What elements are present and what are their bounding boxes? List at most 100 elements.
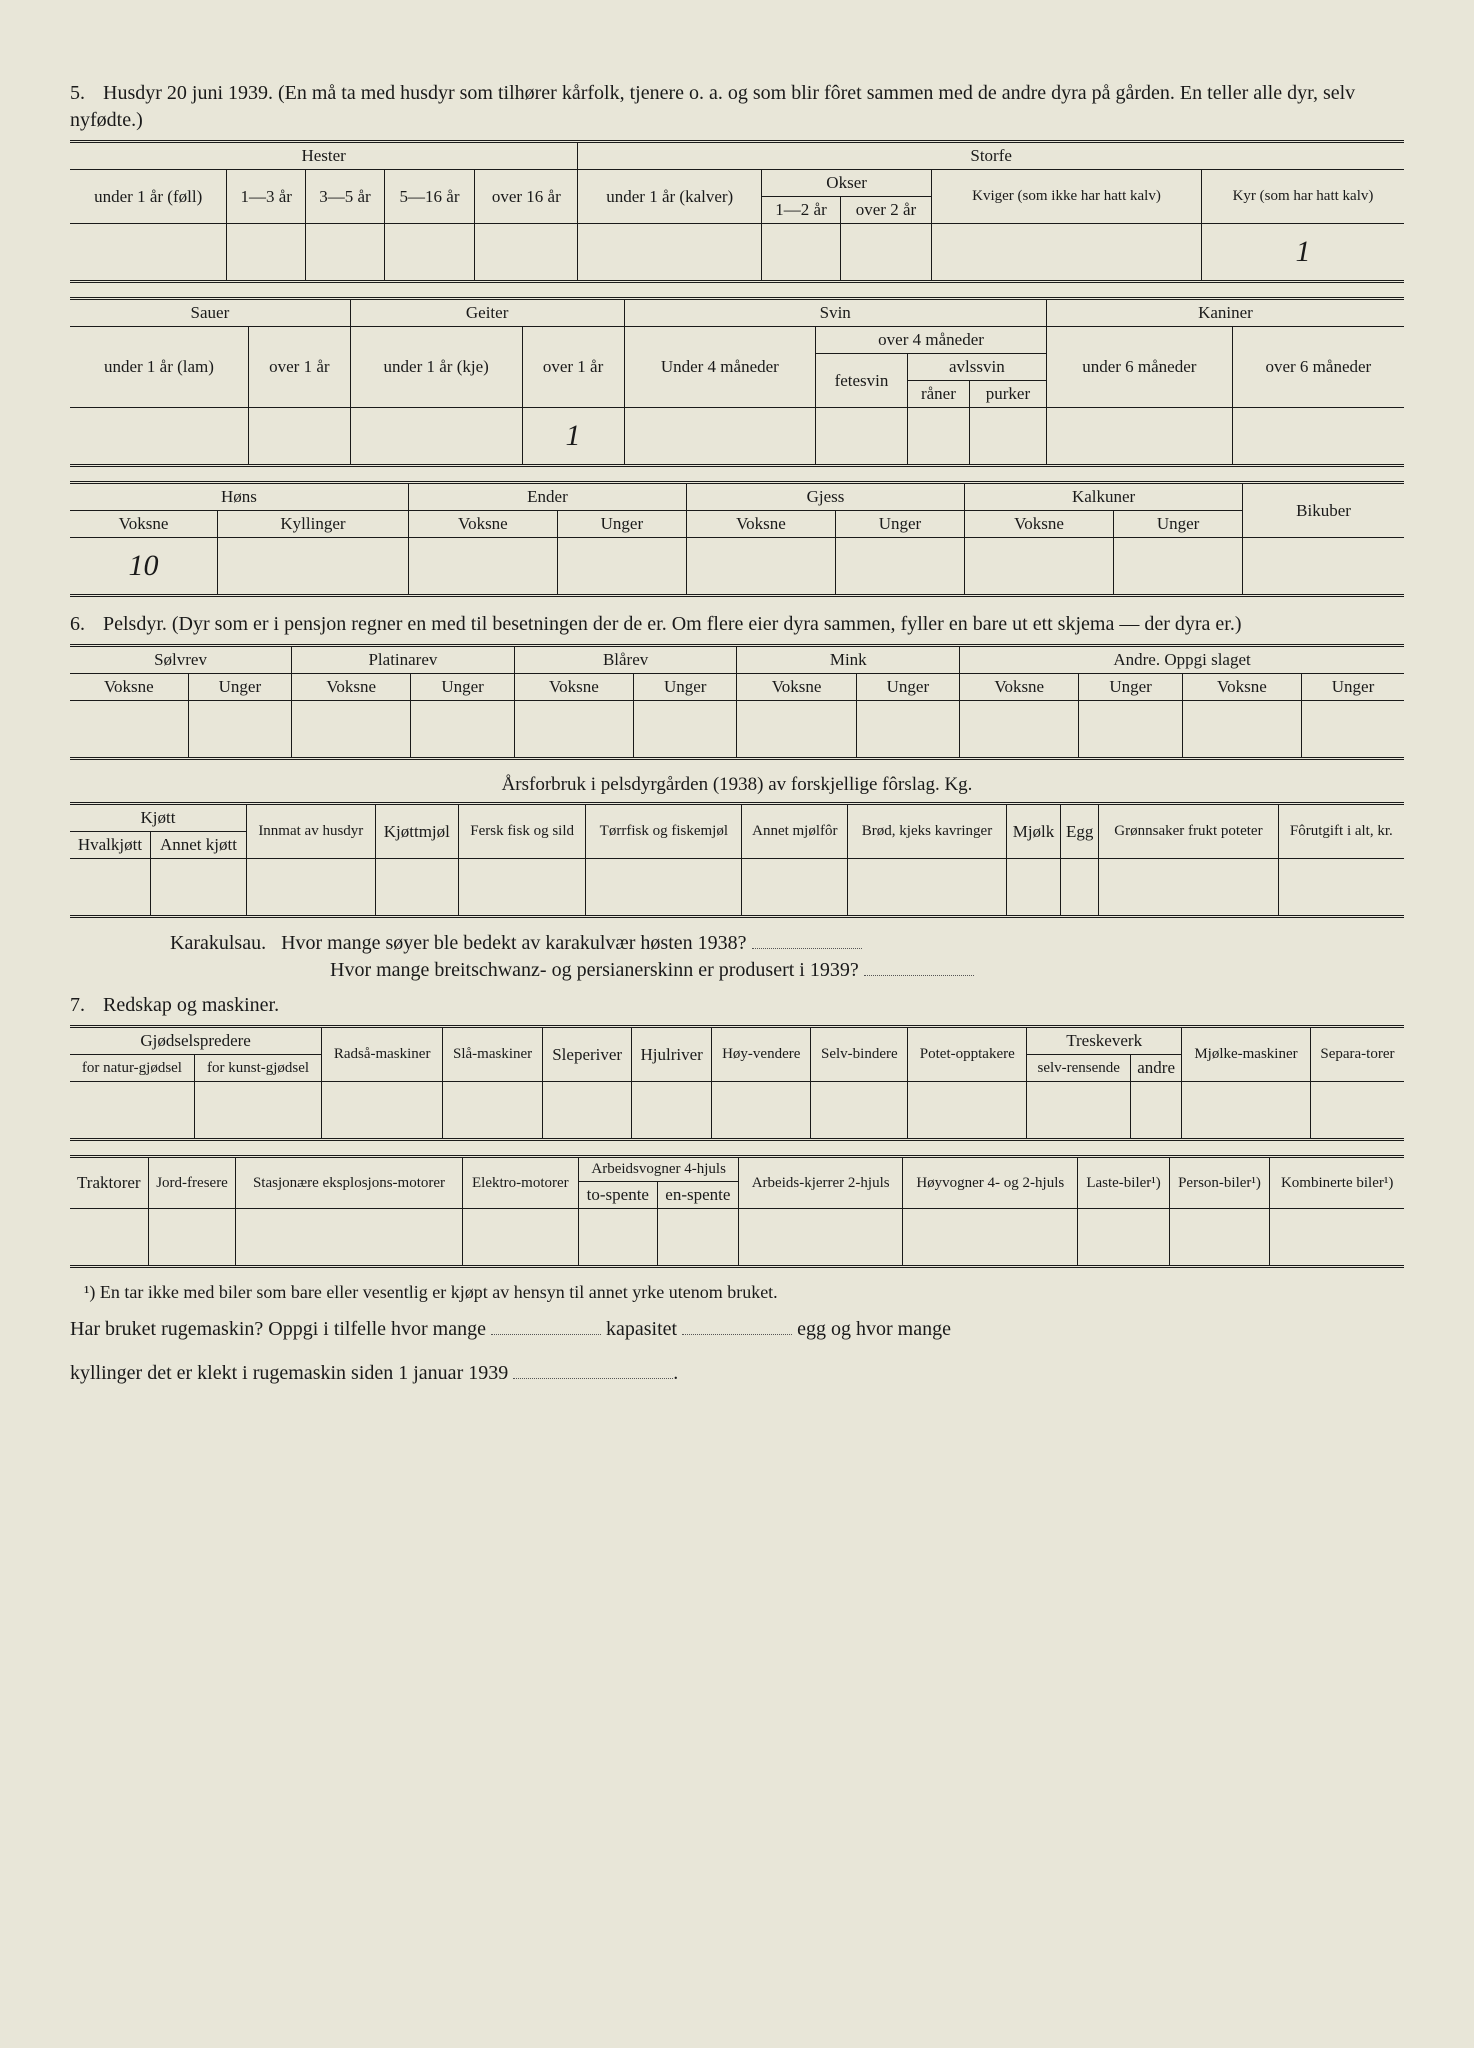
cell-5c-1[interactable]: 10: [70, 538, 218, 596]
karakul-blank1[interactable]: [752, 934, 862, 949]
cell-5c-7[interactable]: [965, 538, 1114, 596]
cell-5b-8[interactable]: [970, 408, 1047, 466]
cell-5b-10[interactable]: [1232, 408, 1404, 466]
hdr-hoyv2: Høyvogner 4- og 2-hjuls: [903, 1157, 1078, 1209]
cell-6a-8[interactable]: [856, 701, 959, 759]
cell-5c-5[interactable]: [686, 538, 835, 596]
cell-6a-3[interactable]: [292, 701, 411, 759]
cell-5a-2[interactable]: [227, 224, 306, 282]
cell-7a-1[interactable]: [70, 1082, 194, 1140]
cell-7b-5[interactable]: [579, 1209, 657, 1267]
cell-6b-6[interactable]: [586, 859, 742, 917]
bt-blank2[interactable]: [682, 1320, 792, 1335]
cell-7a-11[interactable]: [1131, 1082, 1182, 1140]
cell-5b-7[interactable]: [907, 408, 969, 466]
c6a-4v: Voksne: [737, 674, 856, 701]
cell-7b-9[interactable]: [1078, 1209, 1169, 1267]
cell-6b-2[interactable]: [150, 859, 246, 917]
cell-5c-6[interactable]: [835, 538, 964, 596]
hdr-torrfisk: Tørrfisk og fiskemjøl: [586, 804, 742, 859]
cell-6b-7[interactable]: [742, 859, 848, 917]
bottom-line1: Har bruket rugemaskin? Oppgi i tilfelle …: [70, 1311, 1404, 1347]
cell-7b-10[interactable]: [1169, 1209, 1270, 1267]
cell-6a-9[interactable]: [960, 701, 1079, 759]
cell-7a-13[interactable]: [1310, 1082, 1404, 1140]
cell-7a-2[interactable]: [194, 1082, 321, 1140]
cell-7b-2[interactable]: [148, 1209, 236, 1267]
cell-5a-6[interactable]: [578, 224, 762, 282]
cell-7a-10[interactable]: [1027, 1082, 1131, 1140]
cell-5b-1[interactable]: [70, 408, 248, 466]
cell-5c-9[interactable]: [1243, 538, 1404, 596]
cell-7a-3[interactable]: [322, 1082, 443, 1140]
cell-5c-2[interactable]: [218, 538, 409, 596]
cell-7a-9[interactable]: [908, 1082, 1027, 1140]
c6a-3u: Unger: [634, 674, 737, 701]
c6a-1u: Unger: [188, 674, 291, 701]
cell-6a-2[interactable]: [188, 701, 291, 759]
col-avlssvin: avlssvin: [907, 354, 1046, 381]
cell-6a-1[interactable]: [70, 701, 188, 759]
cell-6a-5[interactable]: [514, 701, 633, 759]
cell-5b-2[interactable]: [248, 408, 350, 466]
cell-6a-4[interactable]: [411, 701, 514, 759]
cell-5c-4[interactable]: [557, 538, 686, 596]
cell-7a-8[interactable]: [811, 1082, 908, 1140]
cell-7a-5[interactable]: [543, 1082, 632, 1140]
cell-7b-6[interactable]: [657, 1209, 739, 1267]
cell-7b-4[interactable]: [462, 1209, 579, 1267]
col-raner: råner: [907, 381, 969, 408]
hdr-gronn: Grønnsaker frukt poteter: [1099, 804, 1278, 859]
cell-6a-10[interactable]: [1079, 701, 1182, 759]
hdr-svin: Svin: [624, 299, 1046, 327]
cell-6b-10[interactable]: [1061, 859, 1099, 917]
cell-5b-9[interactable]: [1046, 408, 1232, 466]
cell-6a-11[interactable]: [1182, 701, 1301, 759]
cell-6b-11[interactable]: [1099, 859, 1278, 917]
cell-5a-3[interactable]: [306, 224, 385, 282]
section7-text: Redskap og maskiner.: [103, 994, 279, 1016]
bt-blank1[interactable]: [491, 1320, 601, 1335]
cell-5a-10[interactable]: 1: [1201, 224, 1404, 282]
cell-7a-6[interactable]: [632, 1082, 712, 1140]
bt-blank3[interactable]: [513, 1364, 673, 1379]
cell-6b-9[interactable]: [1006, 859, 1061, 917]
cell-5a-7[interactable]: [762, 224, 841, 282]
cell-7a-4[interactable]: [443, 1082, 543, 1140]
hdr-komb: Kombinerte biler¹): [1270, 1157, 1404, 1209]
cell-6b-4[interactable]: [375, 859, 458, 917]
section5-num: 5.: [70, 80, 98, 107]
cell-7b-1[interactable]: [70, 1209, 148, 1267]
cell-6b-5[interactable]: [458, 859, 585, 917]
col-u1kje: under 1 år (kje): [350, 327, 522, 408]
cell-5c-8[interactable]: [1113, 538, 1242, 596]
cell-5b-5[interactable]: [624, 408, 816, 466]
table-hons: Høns Ender Gjess Kalkuner Bikuber Voksne…: [70, 481, 1404, 597]
cell-5a-5[interactable]: [475, 224, 578, 282]
cell-7b-11[interactable]: [1270, 1209, 1404, 1267]
hdr-blarev: Blårev: [514, 646, 737, 674]
cell-7a-7[interactable]: [712, 1082, 811, 1140]
cell-5a-8[interactable]: [840, 224, 931, 282]
cell-6a-7[interactable]: [737, 701, 856, 759]
cell-7b-7[interactable]: [739, 1209, 903, 1267]
cell-6b-1[interactable]: [70, 859, 150, 917]
cell-5a-4[interactable]: [384, 224, 475, 282]
cell-5a-1[interactable]: [70, 224, 227, 282]
cell-5c-3[interactable]: [408, 538, 557, 596]
cell-6b-12[interactable]: [1278, 859, 1404, 917]
cell-6a-6[interactable]: [634, 701, 737, 759]
cell-5a-9[interactable]: [932, 224, 1202, 282]
cell-7a-12[interactable]: [1182, 1082, 1311, 1140]
cell-6a-12[interactable]: [1302, 701, 1404, 759]
cell-5b-4[interactable]: 1: [522, 408, 624, 466]
karakul-blank2[interactable]: [864, 961, 974, 976]
cell-5b-6[interactable]: [816, 408, 908, 466]
table-redskap-b: Traktorer Jord-fresere Stasjonære eksplo…: [70, 1155, 1404, 1268]
cell-6b-3[interactable]: [246, 859, 375, 917]
cell-5b-3[interactable]: [350, 408, 522, 466]
c-kal-v: Voksne: [965, 511, 1114, 538]
cell-7b-8[interactable]: [903, 1209, 1078, 1267]
cell-7b-3[interactable]: [236, 1209, 462, 1267]
cell-6b-8[interactable]: [848, 859, 1007, 917]
